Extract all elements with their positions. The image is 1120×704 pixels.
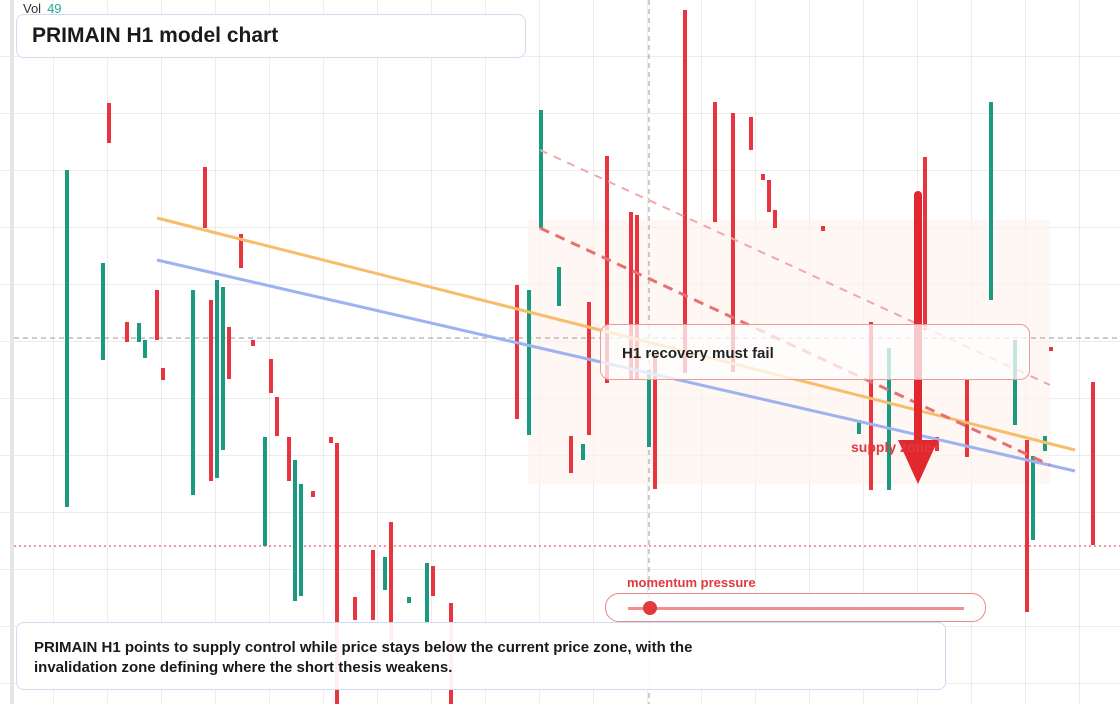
candle-body (1049, 347, 1053, 351)
candle-body (683, 10, 687, 373)
candle-body (749, 117, 753, 150)
indicator-label: momentum pressure (627, 575, 756, 590)
candle-body (569, 436, 573, 473)
candle-body (647, 370, 651, 447)
candle-body (299, 484, 303, 596)
arrow-head (898, 440, 938, 484)
candle-body (209, 300, 213, 481)
candle-body (383, 557, 387, 590)
candle-body (767, 180, 771, 212)
candle-body (605, 156, 609, 383)
slider-track (628, 607, 964, 610)
slider-thumb[interactable] (643, 601, 657, 615)
candle-body (353, 597, 357, 620)
callout-text: H1 recovery must fail (622, 345, 774, 362)
candle-body (713, 102, 717, 222)
candle-body (515, 285, 519, 419)
candle-body (431, 566, 435, 596)
candle-body (125, 322, 129, 342)
volume-label: Vol (23, 1, 42, 16)
candle-body (887, 348, 891, 490)
candle-body (65, 170, 69, 507)
zone-label: supply zone (851, 439, 932, 455)
candle-body (293, 460, 297, 601)
volume-value: 49 (47, 1, 62, 16)
candle-body (629, 212, 633, 380)
candle-body (137, 323, 141, 342)
candle-body (761, 174, 765, 180)
candle-body (269, 359, 273, 393)
candle-body (935, 437, 939, 451)
candle-body (371, 550, 375, 620)
candle-body (1025, 440, 1029, 612)
candle-body (425, 563, 429, 622)
candle-body (107, 103, 111, 143)
candle-body (539, 110, 543, 228)
candle-body (581, 444, 585, 460)
candle-body (239, 234, 243, 268)
candle-body (329, 437, 333, 443)
candle-body (101, 263, 105, 360)
candle-body (161, 368, 165, 380)
candle-body (215, 280, 219, 478)
description-panel: PRIMAIN H1 points to supply control whil… (16, 622, 946, 690)
candle-body (587, 302, 591, 435)
candle-body (155, 290, 159, 340)
candle-body (227, 327, 231, 379)
candle-body (191, 290, 195, 495)
candle-body (653, 355, 657, 489)
title-panel: PRIMAIN H1 model chart (16, 14, 526, 58)
candle-body (275, 397, 279, 436)
candle-body (407, 597, 411, 603)
candle-body (251, 340, 255, 346)
candle-body (869, 322, 873, 490)
candle-body (1031, 456, 1035, 540)
description: PRIMAIN H1 points to supply control whil… (34, 639, 693, 676)
candle-body (203, 167, 207, 228)
candles (65, 10, 1095, 704)
candle-body (143, 340, 147, 358)
candle-body (857, 420, 861, 434)
candle-body (557, 267, 561, 306)
chart-title: PRIMAIN H1 model chart (32, 24, 279, 47)
volume-legend: Vol 49 (23, 1, 68, 16)
candle-body (335, 443, 339, 704)
candle-body (527, 290, 531, 435)
candle-body (287, 437, 291, 481)
candle-body (635, 215, 639, 380)
candle-body (1013, 340, 1017, 425)
candle-body (221, 287, 225, 450)
candle-body (923, 157, 927, 330)
candle-body (989, 102, 993, 300)
candle-body (263, 437, 267, 546)
callout-panel: H1 recovery must fail (600, 324, 1030, 380)
candle-body (311, 491, 315, 497)
candle-body (1091, 382, 1095, 545)
left-edge (10, 0, 14, 704)
candle-body (821, 226, 825, 231)
candle-body (965, 380, 969, 457)
candle-body (389, 522, 393, 640)
candle-body (731, 113, 735, 372)
candle-body (773, 210, 777, 228)
indicator-slider[interactable] (605, 593, 986, 622)
